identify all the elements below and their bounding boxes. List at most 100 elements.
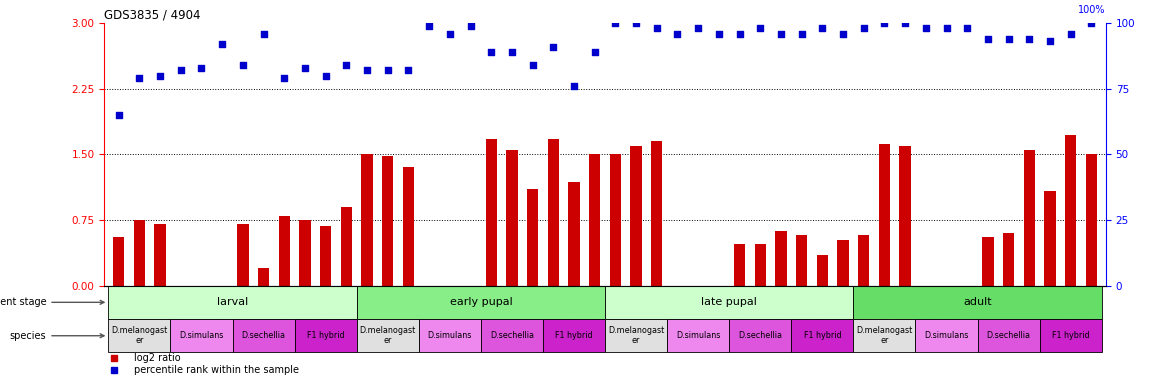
Text: F1 hybrid: F1 hybrid: [555, 331, 593, 340]
Bar: [543, 319, 604, 353]
Bar: [340, 207, 352, 286]
Point: [274, 75, 293, 81]
Point: [255, 30, 273, 36]
Point: [440, 30, 459, 36]
Bar: [320, 226, 331, 286]
Bar: [1065, 135, 1077, 286]
Bar: [1003, 233, 1014, 286]
Bar: [1040, 319, 1101, 353]
Text: D.melanogast
er: D.melanogast er: [360, 326, 416, 346]
Text: D.melanogast
er: D.melanogast er: [608, 326, 665, 346]
Point: [482, 49, 500, 55]
Bar: [900, 146, 911, 286]
Point: [316, 73, 335, 79]
Text: larval: larval: [217, 297, 248, 307]
Point: [110, 112, 129, 118]
Bar: [294, 319, 357, 353]
Point: [813, 25, 831, 31]
Point: [1062, 30, 1080, 36]
Bar: [630, 146, 642, 286]
Point: [1041, 38, 1060, 45]
Point: [958, 25, 976, 31]
Point: [896, 20, 915, 26]
Bar: [610, 154, 621, 286]
Bar: [403, 167, 415, 286]
Bar: [548, 139, 559, 286]
Bar: [279, 215, 290, 286]
Text: species: species: [9, 331, 104, 341]
Bar: [879, 144, 891, 286]
Bar: [667, 319, 730, 353]
Bar: [858, 235, 870, 286]
Text: adult: adult: [963, 297, 992, 307]
Point: [999, 36, 1018, 42]
Bar: [569, 182, 580, 286]
Text: percentile rank within the sample: percentile rank within the sample: [134, 365, 299, 375]
Point: [400, 67, 418, 73]
Bar: [154, 224, 166, 286]
Bar: [527, 189, 538, 286]
Bar: [853, 319, 916, 353]
Point: [647, 25, 666, 31]
Point: [379, 67, 397, 73]
Point: [771, 30, 790, 36]
Bar: [734, 243, 746, 286]
Bar: [1086, 154, 1097, 286]
Point: [295, 65, 314, 71]
Point: [420, 23, 439, 29]
Bar: [853, 286, 1101, 319]
Bar: [170, 319, 233, 353]
Bar: [651, 141, 662, 286]
Bar: [237, 224, 249, 286]
Text: D.simulans: D.simulans: [427, 331, 472, 340]
Bar: [109, 286, 357, 319]
Bar: [419, 319, 481, 353]
Text: D.melanogast
er: D.melanogast er: [856, 326, 913, 346]
Text: F1 hybrid: F1 hybrid: [804, 331, 841, 340]
Text: F1 hybrid: F1 hybrid: [1051, 331, 1090, 340]
Bar: [485, 139, 497, 286]
Point: [503, 49, 521, 55]
Point: [937, 25, 955, 31]
Text: log2 ratio: log2 ratio: [134, 353, 181, 363]
Bar: [604, 319, 667, 353]
Point: [752, 25, 770, 31]
Text: D.sechellia: D.sechellia: [242, 331, 286, 340]
Point: [855, 25, 873, 31]
Point: [586, 49, 604, 55]
Point: [544, 44, 563, 50]
Point: [523, 62, 542, 68]
Point: [917, 25, 936, 31]
Point: [710, 30, 728, 36]
Bar: [357, 319, 419, 353]
Bar: [1045, 191, 1056, 286]
Point: [234, 62, 252, 68]
Point: [565, 83, 584, 89]
Text: D.simulans: D.simulans: [924, 331, 969, 340]
Bar: [506, 150, 518, 286]
Bar: [357, 286, 604, 319]
Point: [461, 23, 479, 29]
Point: [1020, 36, 1039, 42]
Text: late pupal: late pupal: [702, 297, 757, 307]
Point: [358, 67, 376, 73]
Text: F1 hybrid: F1 hybrid: [307, 331, 344, 340]
Bar: [796, 235, 807, 286]
Point: [834, 30, 852, 36]
Bar: [1024, 150, 1035, 286]
Point: [213, 41, 232, 47]
Bar: [589, 154, 600, 286]
Bar: [604, 286, 853, 319]
Point: [689, 25, 708, 31]
Text: GDS3835 / 4904: GDS3835 / 4904: [104, 9, 200, 22]
Point: [875, 20, 894, 26]
Text: D.sechellia: D.sechellia: [739, 331, 783, 340]
Point: [731, 30, 749, 36]
Bar: [113, 237, 124, 286]
Bar: [837, 240, 849, 286]
Point: [668, 30, 687, 36]
Text: D.simulans: D.simulans: [676, 331, 720, 340]
Bar: [977, 319, 1040, 353]
Bar: [299, 220, 310, 286]
Text: early pupal: early pupal: [449, 297, 512, 307]
